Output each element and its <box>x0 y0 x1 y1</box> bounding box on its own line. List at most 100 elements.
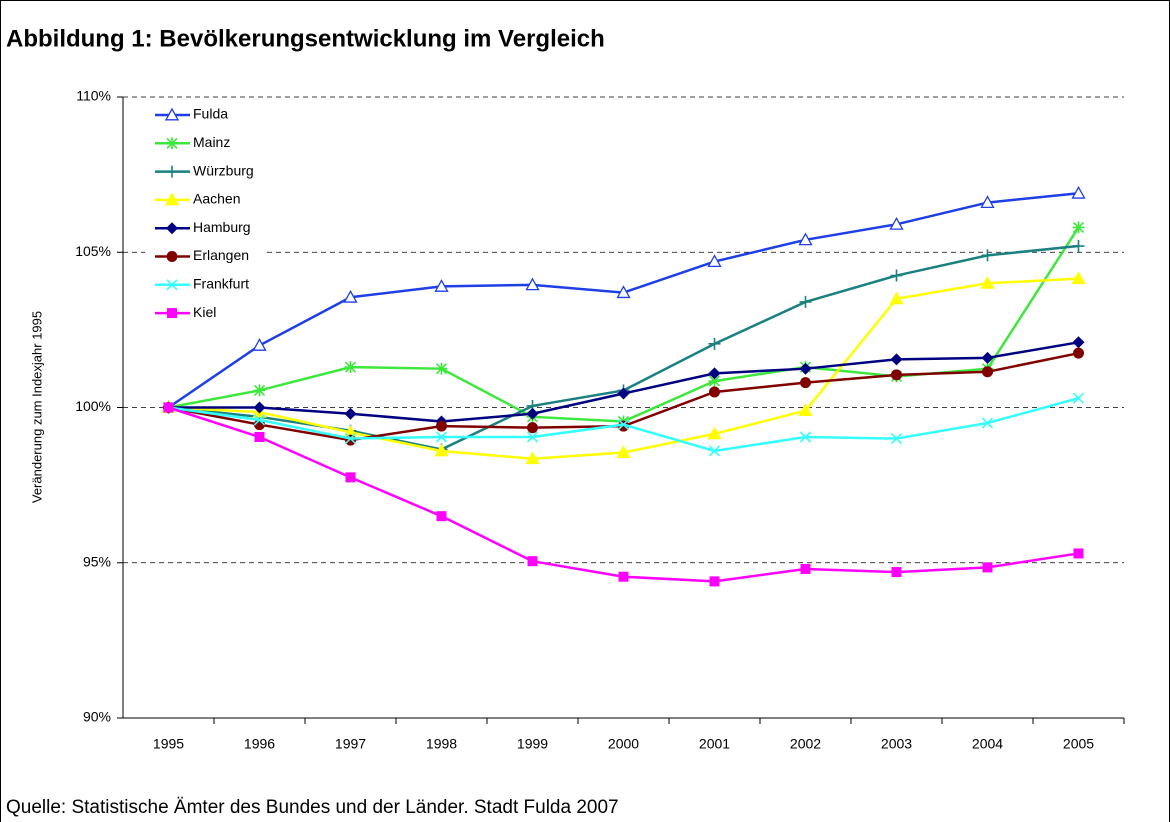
marker-part <box>1071 271 1086 285</box>
data-point <box>526 407 539 420</box>
data-point <box>709 386 720 398</box>
marker-part <box>707 254 722 268</box>
legend-label: Aachen <box>193 191 240 207</box>
data-point <box>800 377 811 389</box>
marker-part <box>980 275 995 289</box>
marker-part <box>616 285 631 299</box>
x-tick-label: 2003 <box>881 736 912 752</box>
marker-part <box>167 308 177 319</box>
x-tick-label: 1997 <box>335 736 366 752</box>
marker-part <box>616 445 631 458</box>
data-point <box>617 419 630 431</box>
y-tick-label: 100% <box>75 398 111 414</box>
marker-part <box>617 387 630 400</box>
marker-part <box>981 351 994 364</box>
marker-part <box>1072 336 1085 349</box>
legend-label: Hamburg <box>193 219 251 235</box>
data-point <box>436 420 447 432</box>
data-point <box>617 387 630 400</box>
legend-marker <box>166 165 178 178</box>
data-point <box>344 361 357 374</box>
data-point <box>890 269 903 282</box>
marker-part <box>526 407 539 420</box>
data-point <box>891 369 902 381</box>
marker-part <box>800 563 811 574</box>
marker-part <box>526 431 539 443</box>
series-line <box>167 192 1079 409</box>
x-tick-label: 1999 <box>517 736 548 752</box>
data-point <box>798 403 813 417</box>
data-point <box>708 337 721 350</box>
data-point <box>981 351 994 364</box>
legend-label: Kiel <box>193 304 216 320</box>
data-point <box>981 417 994 429</box>
data-point <box>343 289 358 303</box>
data-point <box>1072 392 1085 404</box>
marker-part <box>344 361 357 374</box>
data-point <box>708 445 721 457</box>
chart-title: Abbildung 1: Bevölkerungsentwicklung im … <box>6 25 605 52</box>
legend-label: Würzburg <box>193 162 254 178</box>
legend-label: Fulda <box>193 106 228 122</box>
data-point <box>163 402 174 413</box>
data-point <box>527 422 538 434</box>
data-point <box>1072 240 1085 253</box>
data-point <box>1073 548 1084 559</box>
marker-part <box>708 337 721 350</box>
marker-part <box>980 195 995 209</box>
data-point <box>889 216 904 230</box>
marker-part <box>707 426 722 440</box>
data-point <box>799 295 812 308</box>
marker-part <box>434 279 449 292</box>
y-tick-label: 95% <box>83 553 111 569</box>
data-point <box>1072 221 1085 234</box>
data-point <box>982 562 993 573</box>
marker-part <box>890 353 903 366</box>
data-point <box>981 249 994 262</box>
marker-part <box>618 420 629 432</box>
marker-part <box>166 222 178 235</box>
data-point <box>436 511 447 522</box>
marker-part <box>527 556 538 567</box>
x-tick-label: 2000 <box>608 736 639 752</box>
legend-marker <box>166 137 178 150</box>
data-point <box>435 431 448 443</box>
source-note: Quelle: Statistische Ämter des Bundes un… <box>6 797 619 818</box>
marker-part <box>709 576 720 587</box>
data-point <box>890 432 903 445</box>
marker-part <box>435 362 448 375</box>
marker-part <box>344 432 357 445</box>
marker-part <box>889 216 904 230</box>
data-point <box>252 338 267 351</box>
marker-part <box>891 369 902 381</box>
marker-part <box>435 431 448 443</box>
data-point <box>253 414 266 426</box>
data-point <box>980 275 995 289</box>
marker-part <box>1072 240 1085 253</box>
legend-marker <box>166 251 178 262</box>
marker-part <box>799 431 812 443</box>
marker-part <box>166 251 178 262</box>
marker-part <box>345 472 356 483</box>
marker-part <box>798 232 813 246</box>
data-point <box>527 556 538 567</box>
marker-part <box>800 377 811 389</box>
data-point <box>254 431 265 442</box>
marker-part <box>798 403 813 417</box>
data-point <box>526 431 539 443</box>
y-tick-label: 90% <box>83 709 111 725</box>
marker-part <box>1073 347 1084 359</box>
data-point <box>709 576 720 587</box>
data-point <box>799 431 812 443</box>
marker-part <box>799 362 812 375</box>
marker-part <box>525 451 540 465</box>
data-point <box>982 366 993 378</box>
data-point <box>1071 271 1086 285</box>
marker-part <box>436 511 447 522</box>
marker-part <box>982 562 993 573</box>
y-tick-label: 105% <box>75 243 111 259</box>
marker-part <box>982 366 993 378</box>
legend-marker <box>167 308 177 319</box>
data-point <box>434 279 449 292</box>
legend-label: Erlangen <box>193 247 249 263</box>
